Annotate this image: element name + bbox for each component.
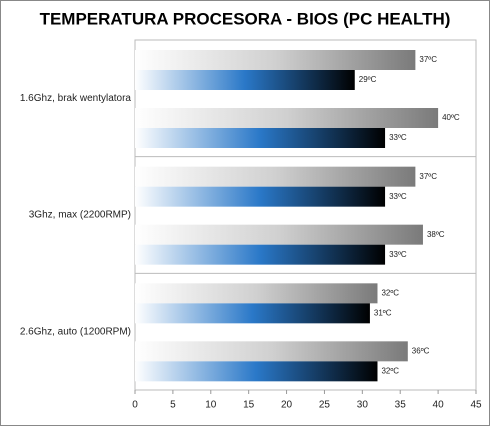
x-tick-label: 35 xyxy=(395,400,407,411)
bar xyxy=(135,128,386,148)
value-label: 33ºC xyxy=(389,133,407,142)
bar xyxy=(135,186,386,207)
value-label: 32ºC xyxy=(381,288,399,297)
bar xyxy=(135,283,378,304)
bar xyxy=(135,70,355,90)
bar xyxy=(135,224,423,245)
y-tick-label: 3Ghz, max (2200RMP) xyxy=(29,210,131,221)
bar xyxy=(135,341,408,362)
bar xyxy=(135,108,439,128)
plot-area xyxy=(134,39,477,391)
x-tick-label: 0 xyxy=(132,400,138,411)
value-label: 36ºC xyxy=(412,346,430,355)
value-label: 37ºC xyxy=(419,55,437,64)
bar xyxy=(135,303,370,324)
value-label: 38ºC xyxy=(427,230,445,239)
x-tick-label: 5 xyxy=(170,400,176,411)
value-label: 29ºC xyxy=(359,75,377,84)
bar xyxy=(135,50,416,70)
x-tick-label: 40 xyxy=(433,400,445,411)
x-tick-label: 15 xyxy=(243,400,255,411)
value-label: 32ºC xyxy=(381,366,399,375)
x-tick-label: 25 xyxy=(319,400,331,411)
bar xyxy=(135,361,378,382)
y-tick-label: 1.6Ghz, brak wentylatora xyxy=(20,93,132,104)
x-tick-label: 20 xyxy=(281,400,293,411)
value-label: 31ºC xyxy=(374,308,392,317)
value-label: 37ºC xyxy=(419,172,437,181)
value-label: 33ºC xyxy=(389,250,407,259)
x-tick-label: 30 xyxy=(357,400,369,411)
chart-title: TEMPERATURA PROCESORA - BIOS (PC HEALTH) xyxy=(40,9,451,28)
bar xyxy=(135,244,386,265)
y-tick-label: 2.6Ghz, auto (1200RPM) xyxy=(20,326,131,337)
value-label: 40ºC xyxy=(442,113,460,122)
value-label: 33ºC xyxy=(389,192,407,201)
bar xyxy=(135,166,416,187)
x-tick-label: 45 xyxy=(470,400,482,411)
x-tick-label: 10 xyxy=(205,400,217,411)
